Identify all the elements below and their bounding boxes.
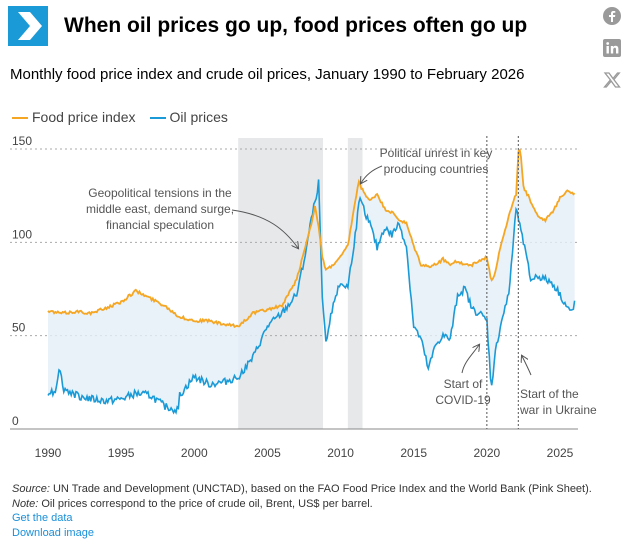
legend-oil-swatch xyxy=(149,117,166,120)
x-tick-label: 1990 xyxy=(35,446,62,460)
x-tick-label: 2015 xyxy=(400,446,427,460)
share-toolbar xyxy=(602,6,624,102)
chart-subtitle: Monthly food price index and crude oil p… xyxy=(10,66,525,83)
y-tick-label: 150 xyxy=(12,134,32,148)
legend-food: Food price index xyxy=(12,109,136,125)
x-tick-label: 1995 xyxy=(108,446,135,460)
annotation-arrow-3 xyxy=(461,345,479,374)
note-label: Note: xyxy=(12,497,39,510)
annotation-2-line-1: Political unrest in key xyxy=(380,146,493,160)
annotation-arrow-1 xyxy=(231,209,298,248)
y-tick-label: 0 xyxy=(12,414,19,428)
legend-food-swatch xyxy=(12,117,28,120)
annotation-arrow-4 xyxy=(522,356,532,376)
shaded-period-1 xyxy=(238,138,324,429)
x-icon[interactable] xyxy=(602,70,622,90)
annotation-4-line-2: war in Ukraine xyxy=(519,403,597,417)
facebook-icon[interactable] xyxy=(602,6,622,26)
source-text: UN Trade and Development (UNCTAD), based… xyxy=(49,483,592,495)
note-text: Oil prices correspond to the price of cr… xyxy=(38,497,373,510)
download-image-link[interactable]: Download image xyxy=(12,526,94,539)
note: Note: Oil prices correspond to the price… xyxy=(12,497,627,512)
annotation-arrow-2 xyxy=(361,165,383,183)
line-chart: 0 50 100 150 1990 1995 2000 2005 2010 2015 2020 20… xyxy=(10,134,597,460)
annotation-1-line-3: financial speculation xyxy=(106,218,214,232)
x-tick-label: 2010 xyxy=(327,446,354,460)
annotation-3-line-2: COVID-19 xyxy=(435,393,491,407)
get-data-link[interactable]: Get the data xyxy=(12,512,73,524)
chart-legend: Food price index Oil prices xyxy=(12,109,228,125)
legend-food-label: Food price index xyxy=(32,109,136,125)
legend-oil-label: Oil prices xyxy=(169,109,228,125)
annotation-1-line-2: middle east, demand surge, xyxy=(86,202,234,216)
shaded-period-2 xyxy=(347,138,363,429)
x-tick-label: 2020 xyxy=(474,446,501,460)
legend-oil: Oil prices xyxy=(149,109,228,125)
x-tick-label: 2000 xyxy=(181,446,208,460)
source-label: Source: xyxy=(12,483,50,495)
gap-area xyxy=(48,150,575,413)
annotation-3-line-1: Start of xyxy=(444,377,483,391)
source-note: Source: UN Trade and Development (UNCTAD… xyxy=(12,482,627,497)
y-tick-label: 50 xyxy=(12,321,26,335)
series-line-food xyxy=(47,148,576,328)
linkedin-icon[interactable] xyxy=(602,38,622,58)
x-tick-label: 2005 xyxy=(254,446,281,460)
x-tick-label: 2025 xyxy=(547,446,574,460)
series-line-oil xyxy=(47,179,576,415)
y-tick-label: 100 xyxy=(12,227,32,241)
brand-logo-icon xyxy=(8,6,48,46)
annotation-4-line-1: Start of the xyxy=(520,387,579,401)
page-title: When oil prices go up, food prices often… xyxy=(64,14,528,37)
annotation-1-line-1: Geopolitical tensions in the xyxy=(88,186,232,200)
chart-footer: Source: UN Trade and Development (UNCTAD… xyxy=(12,482,627,540)
annotation-2-line-2: producing countries xyxy=(384,162,489,176)
